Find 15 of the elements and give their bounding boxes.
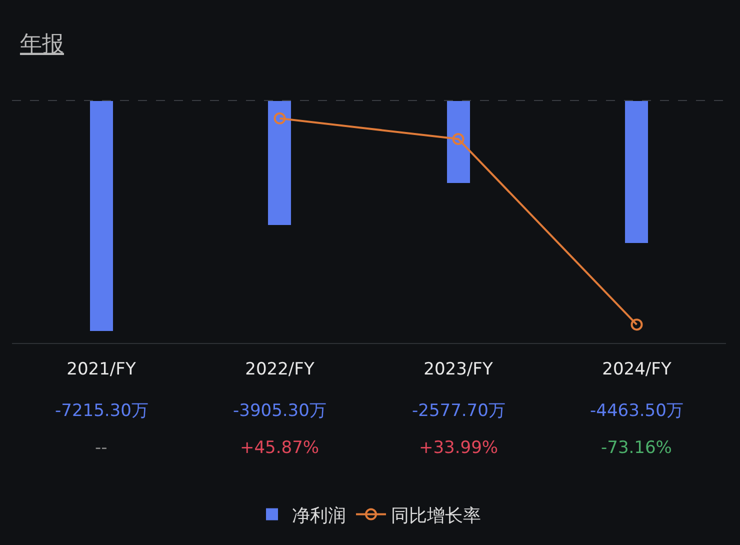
- data-label: -3905.30万: [233, 401, 326, 421]
- data-label: -7215.30万: [55, 401, 148, 421]
- data-label: +33.99%: [419, 438, 498, 458]
- data-label: +45.87%: [240, 438, 320, 458]
- x-tick-label: 2023/FY: [424, 359, 494, 380]
- text: --: [95, 438, 108, 458]
- legend-label: 净利润: [292, 505, 346, 526]
- legend-label: 同比增长率: [391, 505, 481, 526]
- x-tick-label: 2024/FY: [602, 359, 672, 380]
- data-label: -73.16%: [601, 438, 672, 458]
- data-label: -4463.50万: [590, 401, 684, 421]
- chart-title: 年报: [20, 32, 64, 57]
- x-tick-label: 2022/FY: [245, 359, 315, 380]
- x-tick-label: 2021/FY: [66, 359, 136, 380]
- data-label: -2577.70万: [412, 401, 506, 421]
